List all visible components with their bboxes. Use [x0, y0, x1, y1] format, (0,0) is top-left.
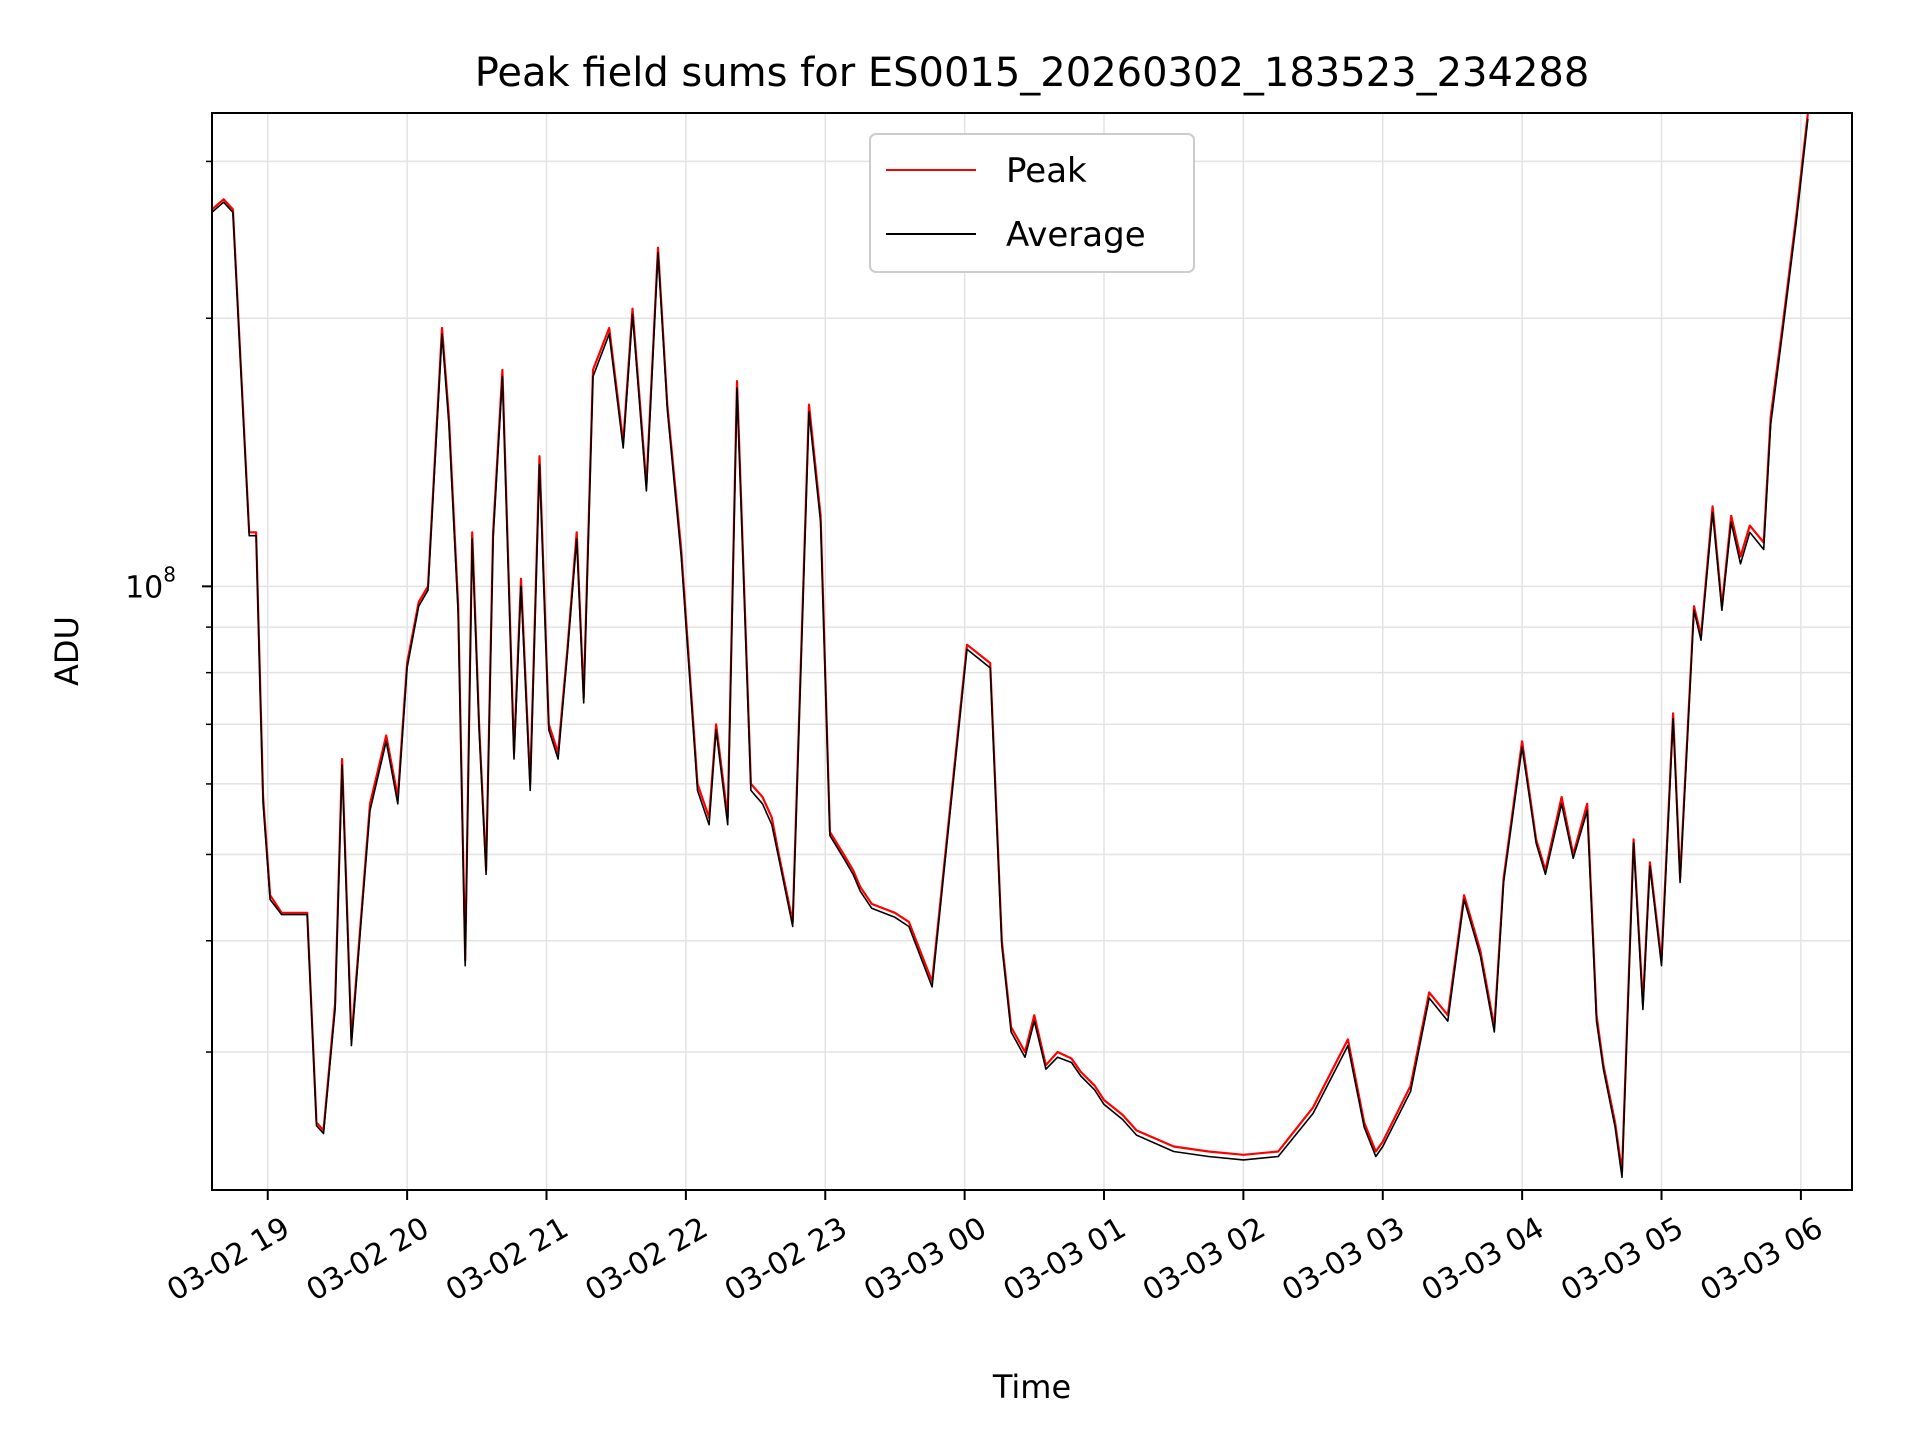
x-tick-label: 03-03 03	[1276, 1211, 1410, 1309]
x-tick-label: 03-03 05	[1555, 1211, 1689, 1309]
x-tick-label: 03-02 22	[580, 1211, 714, 1309]
x-axis-label: Time	[992, 1368, 1071, 1406]
x-tick-label: 03-02 20	[301, 1211, 435, 1309]
grid-lines	[212, 113, 1852, 1190]
x-tick-label: 03-02 21	[440, 1211, 574, 1309]
legend: Peak Average	[869, 133, 1195, 273]
y-axis-label: ADU	[48, 616, 86, 686]
series-lines	[212, 113, 1809, 1179]
x-tick-label: 03-03 04	[1416, 1211, 1550, 1309]
legend-label-average: Average	[1006, 215, 1146, 255]
chart-title: Peak field sums for ES0015_20260302_1835…	[475, 50, 1590, 96]
x-tick-label: 03-03 06	[1695, 1211, 1829, 1309]
x-tick-label: 03-02 23	[719, 1211, 853, 1309]
x-tick-label: 03-03 02	[1137, 1211, 1271, 1309]
y-axis: 108	[125, 160, 212, 1053]
legend-label-peak: Peak	[1006, 151, 1087, 191]
x-tick-label: 03-03 01	[998, 1211, 1132, 1309]
x-axis: 03-02 19 03-02 20 03-02 21 03-02 22 03-02 23…	[161, 1190, 1829, 1309]
x-tick-label: 03-02 19	[161, 1211, 295, 1309]
plot-frame	[211, 112, 1853, 1191]
x-tick-label: 03-03 00	[858, 1211, 992, 1309]
series-line-average	[212, 118, 1809, 1179]
y-tick-label: 108	[125, 562, 176, 605]
legend-box	[869, 133, 1195, 273]
